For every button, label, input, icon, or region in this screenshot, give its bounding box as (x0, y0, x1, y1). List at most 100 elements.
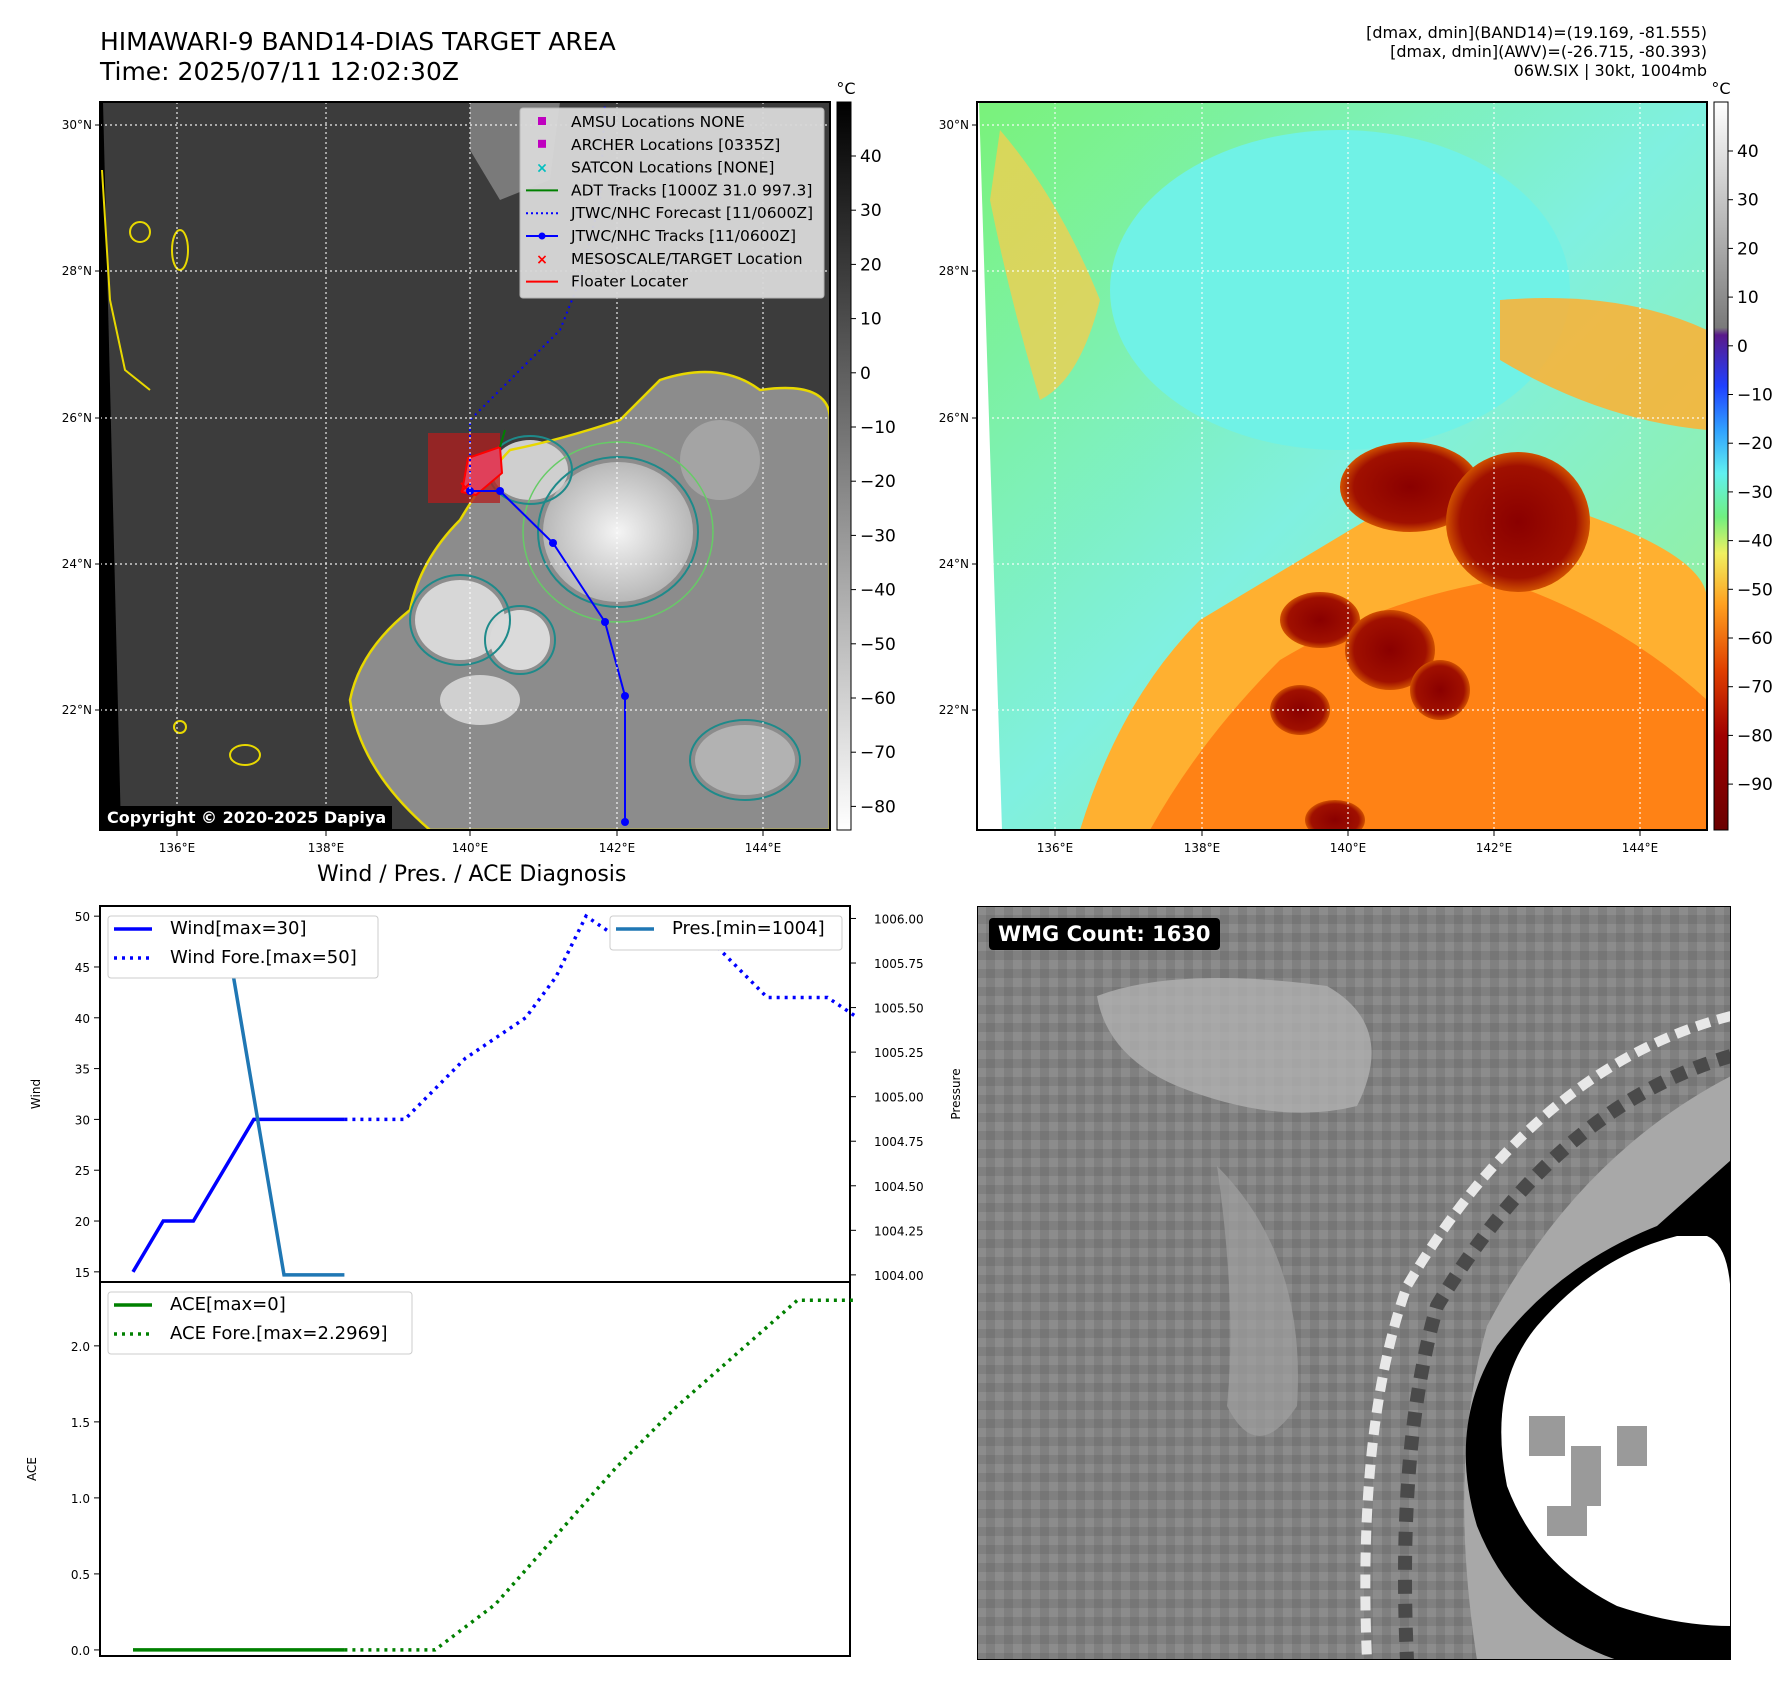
awv-imagery (977, 102, 1707, 830)
y-tick-label: 40 (75, 1012, 90, 1026)
y-tick-label: 15 (75, 1266, 90, 1280)
y-tick-label: 1.5 (71, 1416, 90, 1430)
info-line-1: [dmax, dmin](BAND14)=(19.169, -81.555) (1366, 23, 1707, 42)
legend-item: × MESOSCALE/TARGET Location (536, 250, 802, 268)
legend-item: JTWC/NHC Forecast [11/0600Z] (526, 204, 813, 222)
right-map-lat-labels: 30°N 28°N 26°N 24°N 22°N (939, 118, 977, 717)
right-map-lon-labels: 136°E 138°E 140°E 142°E 144°E (1037, 830, 1659, 855)
lon-label: 136°E (159, 841, 196, 855)
wind-legend: Wind[max=30] Wind Fore.[max=50] (107, 915, 379, 979)
series-line (344, 913, 859, 1122)
legend-item: Floater Locater (526, 273, 689, 291)
colorbar-tick-label: 0 (860, 364, 871, 384)
legend-label: JTWC/NHC Forecast [11/0600Z] (570, 204, 813, 222)
colorbar-tick-label: −20 (1737, 434, 1773, 454)
colorbar-tick-label: −80 (860, 797, 896, 817)
y2-tick-label: 1005.50 (874, 1002, 924, 1016)
y-tick-label: 2.0 (71, 1340, 90, 1354)
lat-label: 30°N (939, 118, 969, 132)
title-line-1: HIMAWARI-9 BAND14-DIAS TARGET AREA (100, 27, 616, 56)
colorbar-tick-label: 30 (1737, 191, 1759, 211)
series-line (131, 1117, 345, 1273)
legend-item: JTWC/NHC Tracks [11/0600Z] (526, 227, 796, 245)
lon-label: 136°E (1037, 841, 1074, 855)
lat-label: 24°N (939, 557, 969, 571)
y-tick-label: 0.5 (71, 1568, 90, 1582)
colorbar-tick-label: −30 (1737, 483, 1773, 503)
colorbar-tick-label: 10 (860, 310, 882, 330)
colorbar-tick-label: −60 (860, 689, 896, 709)
legend-label: Wind[max=30] (170, 918, 307, 939)
y2-tick-label: 1006.00 (874, 912, 924, 926)
lat-label: 28°N (62, 264, 92, 278)
y2-tick-label: 1005.00 (874, 1091, 924, 1105)
diagnosis-charts: 15 20 25 30 35 40 45 50 1004.00 1004.25 1004.50 100… (25, 905, 960, 1658)
legend-box (609, 915, 843, 951)
lon-label: 142°E (599, 841, 636, 855)
colorbar-tick-label: −40 (860, 581, 896, 601)
y2-tick-label: 1004.25 (874, 1224, 924, 1238)
jtwc-forecast (469, 102, 606, 491)
legend-marker (538, 117, 546, 125)
legend-label: ADT Tracks [1000Z 31.0 997.3] (571, 181, 812, 199)
left-map-lon-labels: 136°E 138°E 140°E 142°E 144°E (159, 830, 782, 855)
legend-label: ACE[max=0] (170, 1294, 286, 1315)
page-title: HIMAWARI-9 BAND14-DIAS TARGET AREA Time:… (100, 27, 616, 87)
colorbar-tick-label: 10 (1737, 288, 1759, 308)
legend-marker: × (536, 252, 548, 268)
series-line (344, 1298, 858, 1652)
ace-chart: 0.0 0.5 1.0 1.5 2.0 ACE[max=0] ACE Fore.[max=2… (71, 1291, 858, 1658)
ace-axis-label: ACE (25, 1457, 39, 1481)
colorbar-tick-label: −40 (1737, 532, 1773, 552)
lon-label: 140°E (452, 841, 489, 855)
lon-label: 140°E (1330, 841, 1367, 855)
lat-label: 30°N (62, 118, 92, 132)
legend-item: × SATCON Locations [NONE] (536, 159, 774, 177)
y2-tick-label: 1004.75 (874, 1135, 924, 1149)
y-tick-label: 1.0 (71, 1492, 90, 1506)
colorbar-tick-label: −90 (1737, 775, 1773, 795)
y-tick-label: 20 (75, 1215, 90, 1229)
wind-pres-chart: 15 20 25 30 35 40 45 50 1004.00 1004.25 1004.50 100… (75, 910, 924, 1283)
lon-label: 144°E (745, 841, 782, 855)
pressure-legend: Pres.[min=1004] (609, 915, 843, 951)
colorbar-tick-label: 20 (860, 255, 882, 275)
legend-item: ADT Tracks [1000Z 31.0 997.3] (526, 181, 812, 199)
right-colorbar-ticks: 40 30 20 10 0 −10 −20 −30 −40 −50 −60 −70 −80 −90 (1728, 142, 1773, 795)
right-colorbar-unit: °C (1711, 79, 1730, 98)
jtwc-track (470, 490, 626, 822)
lat-label: 26°N (62, 411, 92, 425)
lat-label: 26°N (939, 411, 969, 425)
legend-label: ARCHER Locations [0335Z] (571, 136, 780, 154)
legend-label: Floater Locater (571, 273, 689, 291)
info-block: [dmax, dmin](BAND14)=(19.169, -81.555) [… (1366, 23, 1707, 80)
colorbar-tick-label: −30 (860, 526, 896, 546)
colorbar-tick-label: −80 (1737, 726, 1773, 746)
left-colorbar (836, 101, 852, 831)
lon-label: 138°E (308, 841, 345, 855)
colorbar-tick-label: 40 (860, 147, 882, 167)
colorbar-tick-label: 20 (1737, 239, 1759, 259)
lat-label: 24°N (62, 557, 92, 571)
legend-marker: × (536, 161, 548, 177)
legend-label: Wind Fore.[max=50] (170, 947, 357, 968)
y-tick-label: 50 (75, 910, 90, 924)
wmg-panel (977, 906, 1731, 1660)
y2-tick-label: 1004.00 (874, 1269, 924, 1283)
pressure-axis-label: Pressure (949, 1068, 960, 1119)
lat-label: 28°N (939, 264, 969, 278)
colorbar-tick-label: 30 (860, 201, 882, 221)
ace-legend: ACE[max=0] ACE Fore.[max=2.2969] (107, 1291, 413, 1355)
y-tick-label: 35 (75, 1063, 90, 1077)
legend-label: SATCON Locations [NONE] (571, 159, 774, 177)
lon-label: 144°E (1622, 841, 1659, 855)
colorbar-tick-label: −10 (1737, 386, 1773, 406)
legend-label: AMSU Locations NONE (571, 113, 745, 131)
colorbar-tick-label: −10 (860, 418, 896, 438)
legend-label: ACE Fore.[max=2.2969] (170, 1323, 388, 1344)
copyright-label: Copyright © 2020-2025 Dapiya (101, 806, 393, 829)
legend-label: JTWC/NHC Tracks [11/0600Z] (570, 227, 796, 245)
legend-label: Pres.[min=1004] (672, 918, 825, 939)
legend-box (107, 915, 379, 979)
right-colorbar (1713, 101, 1729, 831)
